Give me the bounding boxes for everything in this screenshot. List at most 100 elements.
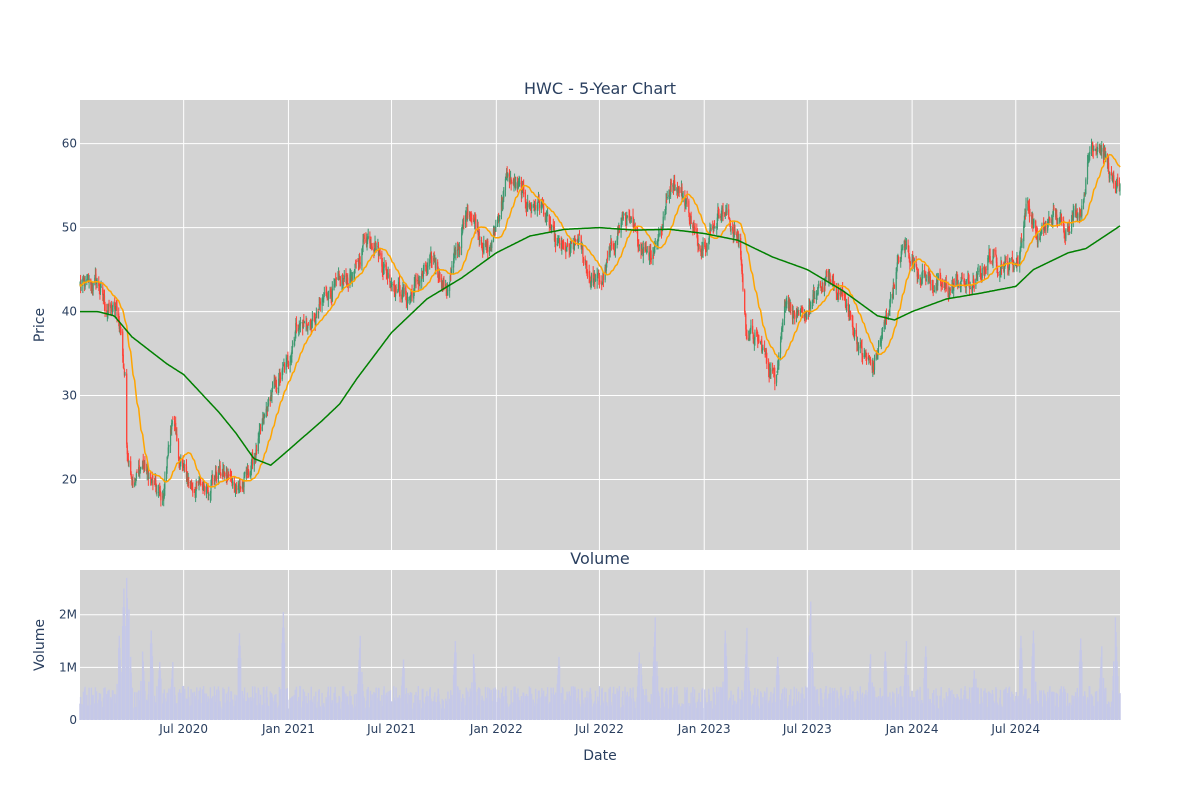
volume-bar — [1071, 695, 1073, 720]
candle-body — [710, 227, 712, 231]
candle-body — [326, 296, 328, 299]
candle-body — [764, 347, 766, 352]
candle-body — [969, 288, 971, 290]
candle-body — [191, 487, 193, 491]
candle-body — [88, 278, 90, 282]
candle-body — [609, 245, 611, 253]
candle-body — [584, 258, 586, 264]
candle-body — [449, 275, 451, 282]
candle-body — [697, 238, 699, 248]
candle-body — [421, 273, 423, 282]
candle-body — [135, 473, 137, 478]
candle-body — [1088, 154, 1090, 157]
candle-body — [1048, 216, 1050, 219]
candle-body — [648, 252, 650, 257]
volume-bar — [247, 697, 250, 720]
candle-body — [577, 240, 579, 246]
candle-body — [227, 475, 229, 479]
candle-body — [638, 246, 640, 248]
candle-body — [888, 310, 890, 313]
candle-body — [745, 313, 747, 330]
candle-body — [322, 298, 324, 300]
volume-bar — [254, 686, 256, 720]
volume-bar — [936, 695, 938, 720]
candle-body — [873, 358, 876, 370]
volume-bar — [1009, 696, 1011, 720]
volume-bar — [279, 689, 282, 720]
candle-body — [214, 478, 216, 482]
candle-body — [431, 260, 433, 262]
candle-body — [762, 346, 764, 351]
candle-body — [774, 374, 776, 384]
candle-body — [265, 408, 267, 417]
volume-bar — [782, 688, 784, 720]
candle-body — [371, 246, 373, 250]
candle-body — [122, 354, 124, 363]
candle-body — [259, 426, 262, 430]
candle-body — [1017, 261, 1019, 266]
candle-body — [801, 309, 803, 311]
candle-body — [202, 482, 205, 490]
candle-body — [574, 239, 577, 242]
candle-body — [463, 222, 465, 224]
volume-bar — [983, 690, 985, 720]
volume-bar — [806, 687, 808, 720]
volume-bar — [865, 695, 868, 720]
volume-bar — [192, 692, 194, 720]
candle-body — [975, 278, 977, 286]
price-y-tick-label: 40 — [62, 305, 77, 319]
volume-bar — [1033, 643, 1035, 720]
volume-bar — [88, 687, 90, 720]
candle-body — [159, 490, 161, 492]
candle-body — [217, 469, 220, 480]
candle-body — [187, 480, 189, 484]
x-tick-label: Jan 2022 — [469, 722, 523, 736]
volume-bar — [933, 690, 935, 720]
volume-bar — [757, 688, 759, 720]
candle-body — [1089, 151, 1091, 155]
candle-body — [155, 484, 157, 493]
candle-body — [104, 304, 106, 312]
candle-body — [169, 428, 172, 446]
candle-body — [490, 248, 492, 252]
candle-body — [827, 271, 829, 281]
candle-body — [203, 484, 205, 486]
candle-body — [1082, 200, 1085, 204]
candle-body — [624, 213, 626, 216]
candle-body — [281, 370, 283, 380]
candle-body — [815, 297, 818, 300]
candle-body — [318, 311, 320, 314]
candle-body — [945, 282, 947, 289]
candle-body — [1033, 220, 1035, 224]
candle-body — [115, 305, 118, 307]
candle-body — [374, 241, 377, 250]
candle-body — [1013, 266, 1015, 270]
candle-body — [1019, 252, 1021, 267]
volume-bar — [889, 705, 892, 720]
candle-body — [616, 238, 618, 243]
candle-body — [851, 315, 853, 321]
candle-body — [157, 492, 160, 494]
candle-body — [758, 339, 760, 343]
volume-bar — [341, 686, 344, 720]
candle-body — [385, 264, 387, 267]
candle-body — [581, 246, 583, 248]
candle-body — [176, 433, 178, 442]
candle-body — [682, 196, 684, 199]
volume-bar — [618, 686, 621, 720]
candle-body — [987, 257, 990, 259]
candle-body — [704, 241, 706, 247]
candle-body — [1087, 158, 1089, 164]
candle-body — [279, 372, 281, 379]
candle-body — [433, 256, 435, 262]
volume-bar — [223, 702, 226, 720]
candle-body — [461, 231, 463, 235]
candle-body — [668, 190, 671, 197]
candle-body — [997, 272, 999, 274]
volume-bar — [208, 698, 210, 720]
candle-body — [267, 398, 270, 405]
candle-body — [151, 478, 153, 484]
candle-body — [511, 182, 513, 184]
candle-body — [606, 257, 609, 260]
candle-body — [537, 201, 539, 209]
